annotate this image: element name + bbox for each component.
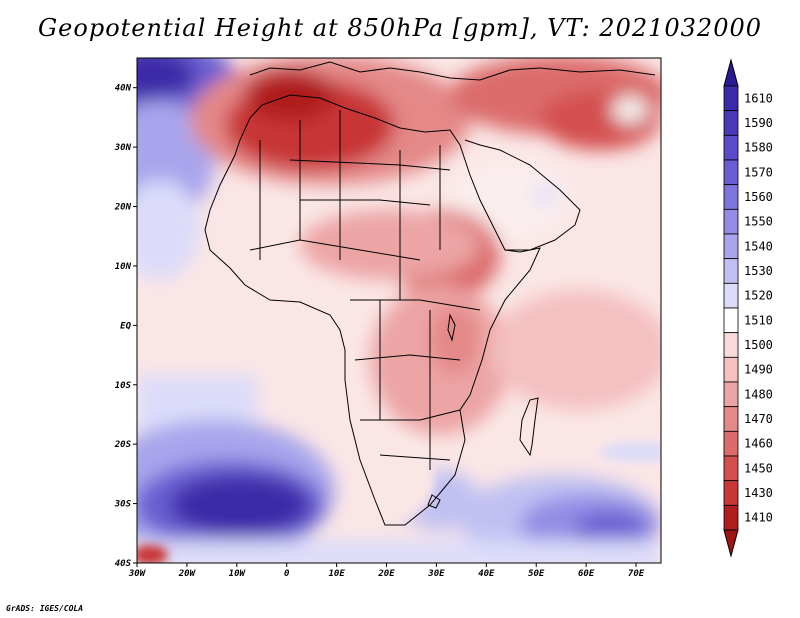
colorbar-level-label: 1590 [744, 116, 773, 130]
colorbar-swatch [723, 332, 739, 358]
colorbar: 1610 1590 1580 1570 1560 1550 1540 1530 1520 1510… [723, 58, 773, 558]
map-frame [136, 57, 662, 564]
height-field [137, 58, 661, 563]
colorbar-level-label: 1450 [744, 461, 773, 475]
lat-tick-label: 30N [114, 143, 132, 153]
colorbar-level-label: 1500 [744, 338, 773, 352]
colorbar-top-arrow [723, 58, 739, 87]
colorbar-level-label: 1520 [744, 289, 773, 303]
lon-tick-label: 10W [229, 569, 247, 579]
lon-axis: 30W 20W 10W 0 10E 20E 30E 40E 50E 60E 70E [128, 563, 645, 579]
colorbar-level-label: 1490 [744, 363, 773, 377]
colorbar-level-label: 1510 [744, 313, 773, 327]
colorbar-level-label: 1610 [744, 91, 773, 105]
colorbar-swatch [723, 282, 739, 309]
grads-credit: GrADS: IGES/COLA [6, 604, 84, 613]
chart-title: Geopotential Height at 850hPa [gpm], VT:… [38, 14, 762, 42]
colorbar-swatch [723, 233, 739, 260]
colorbar-swatch [723, 258, 739, 284]
colorbar-swatch [723, 504, 739, 531]
lon-tick-label: 20W [178, 569, 197, 579]
lat-tick-label: 10S [115, 381, 132, 391]
lon-tick-label: 30E [427, 569, 445, 579]
colorbar-level-label: 1570 [744, 165, 773, 179]
colorbar-swatch [723, 430, 739, 457]
colorbar-swatch [723, 134, 739, 161]
colorbar-swatch [723, 480, 739, 506]
lon-tick-label: 50E [528, 569, 545, 579]
lon-tick-label: 10E [328, 569, 345, 579]
colorbar-level-label: 1530 [744, 264, 773, 278]
lat-tick-label: 40N [115, 84, 132, 94]
colorbar-level-label: 1540 [744, 239, 773, 253]
colorbar-level-label: 1580 [744, 141, 773, 155]
lon-tick-label: 60E [578, 569, 595, 579]
colorbar-level-label: 1410 [744, 511, 773, 525]
colorbar-level-label: 1430 [744, 486, 773, 500]
colorbar-swatch [723, 455, 739, 482]
colorbar-swatch [723, 85, 739, 112]
colorbar-swatch [723, 208, 739, 235]
colorbar-swatch [723, 184, 739, 210]
colorbar-level-label: 1460 [744, 437, 773, 451]
colorbar-swatch [723, 406, 739, 432]
colorbar-level-label: 1480 [744, 387, 773, 401]
colorbar-swatch [723, 307, 739, 334]
lat-tick-label: 10N [115, 262, 132, 272]
lon-tick-label: 20E [377, 569, 395, 579]
lat-tick-label: 20N [114, 203, 132, 213]
colorbar-level-label: 1550 [744, 215, 773, 229]
colorbar-level-label: 1560 [744, 190, 773, 204]
colorbar-level-label: 1470 [744, 412, 773, 426]
colorbar-swatch [723, 159, 739, 186]
colorbar-swatch [723, 381, 739, 408]
colorbar-bottom-arrow [723, 529, 739, 558]
lon-tick-label: 0 [284, 569, 290, 579]
lon-tick-label: 30W [128, 569, 147, 579]
lon-tick-label: 40E [478, 569, 495, 579]
coastlines [204, 61, 656, 526]
lat-tick-label: 20S [114, 440, 132, 450]
colorbar-swatch [723, 110, 739, 136]
colorbar-swatch [723, 356, 739, 383]
lat-tick-label: EQ [120, 321, 131, 331]
lon-tick-label: 70E [628, 569, 645, 579]
lat-axis: 40N 30N 20N 10N EQ 10S 20S 30S 40S [114, 84, 137, 569]
lat-tick-label: 30S [114, 500, 132, 510]
lat-tick-label: 40S [115, 559, 132, 569]
